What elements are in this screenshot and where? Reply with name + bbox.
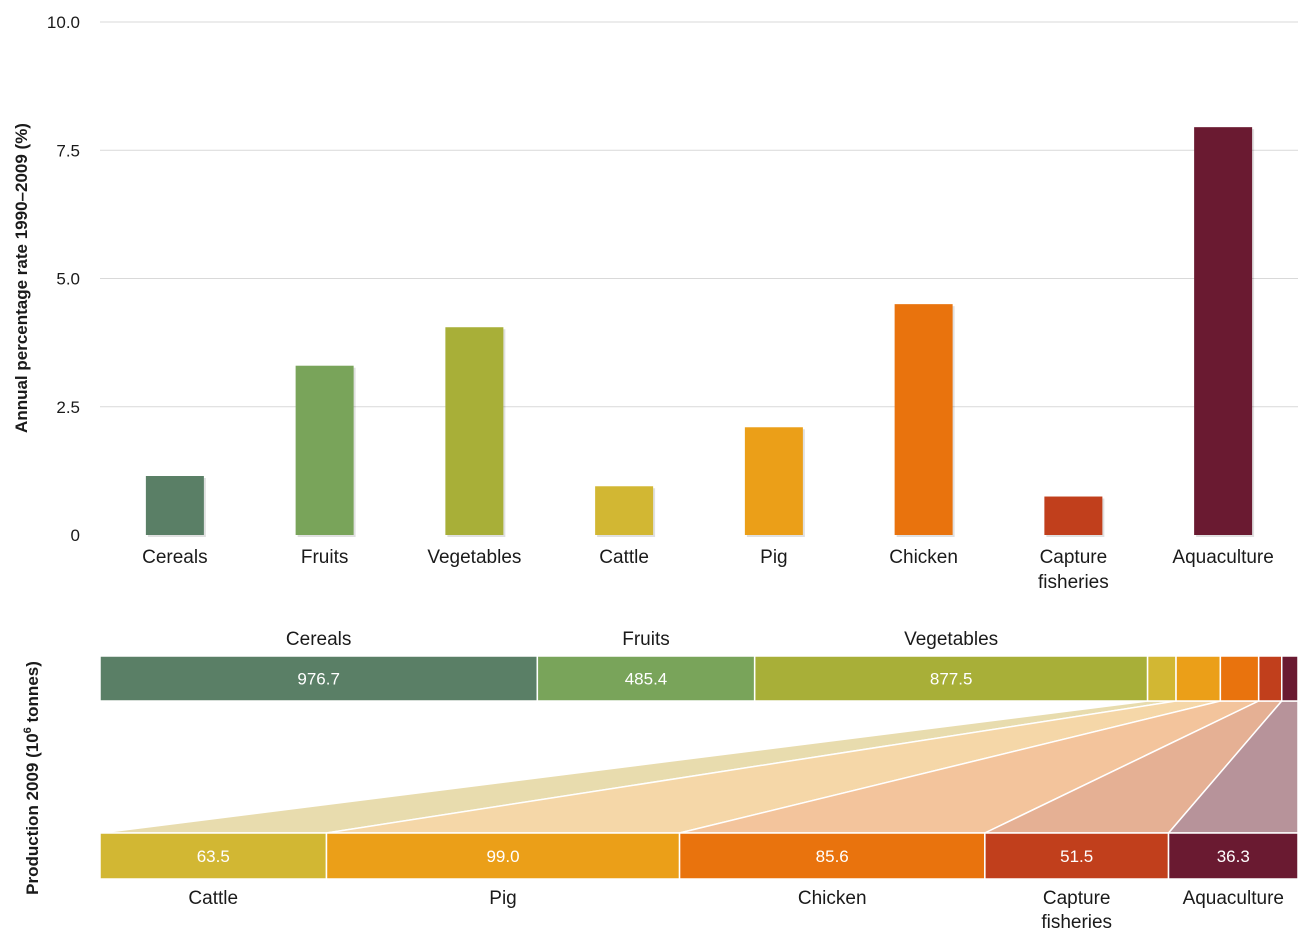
detail-segment-value: 99.0: [486, 847, 519, 866]
segment-3: [1146, 655, 1177, 702]
bar-6: [1044, 496, 1103, 535]
category-label: Vegetables: [427, 547, 521, 568]
bar-2: [445, 327, 504, 535]
detail-segment-1: [325, 832, 681, 880]
detail-segment-4: [1167, 832, 1298, 880]
detail-segment-value: 63.5: [197, 847, 230, 866]
category-label: Cattle: [599, 547, 649, 568]
category-label: fisheries: [1038, 572, 1109, 593]
detail-label: Capture: [1043, 888, 1111, 909]
segment-value: 485.4: [625, 670, 668, 689]
detail-segment-3: [984, 832, 1170, 880]
gridlines: [100, 21, 1298, 408]
detail-label: Chicken: [798, 888, 867, 909]
segment-4: [1175, 655, 1222, 702]
production-label: Cereals: [286, 629, 351, 650]
y-tick-labels: 0 2.5 5.0 7.5 10.0: [47, 13, 80, 545]
category-labels: Cereals Fruits Vegetables Cattle Pig Chicken C…: [142, 547, 1274, 593]
breakdown-fan: [99, 700, 1298, 834]
production-label: Vegetables: [904, 629, 998, 650]
growth-rate-bar-chart: 0 2.5 5.0 7.5 10.0 Cereals Fruits Vegetables Ca…: [12, 13, 1298, 593]
production-axis-title: Production 2009 (106 tonnes): [22, 661, 42, 895]
detail-segment-value: 36.3: [1217, 847, 1250, 866]
y-tick-label: 5.0: [56, 270, 80, 289]
category-label: Cereals: [142, 547, 207, 568]
detail-stacked-bar: 63.5 99.0 85.6 51.5 36.3: [99, 832, 1298, 880]
y-axis-title: Annual percentage rate 1990–2009 (%): [12, 123, 31, 433]
detail-label: Pig: [489, 888, 516, 909]
segment-0: [99, 655, 539, 702]
production-label: Fruits: [622, 629, 670, 650]
category-label: Chicken: [889, 547, 958, 568]
segment-value: 877.5: [930, 670, 973, 689]
detail-segment-value: 85.6: [816, 847, 849, 866]
segment-6: [1257, 655, 1283, 702]
category-label: Aquaculture: [1172, 547, 1273, 568]
production-axis-title-tail: tonnes): [23, 661, 42, 727]
growth-bars: [145, 127, 1255, 538]
y-tick-label: 2.5: [56, 398, 80, 417]
bar-7: [1194, 127, 1253, 535]
production-top-labels: Cereals Fruits Vegetables: [286, 629, 998, 650]
bar-5: [894, 304, 953, 535]
segment-2: [753, 655, 1149, 702]
y-tick-label: 7.5: [56, 141, 80, 160]
detail-segment-value: 51.5: [1060, 847, 1093, 866]
detail-segment-0: [99, 832, 328, 880]
bar-3: [595, 486, 654, 535]
detail-segment-2: [678, 832, 986, 880]
detail-bottom-labels: Cattle Pig Chicken Capture fisheries Aquacult…: [188, 888, 1284, 933]
y-tick-label: 0: [71, 526, 80, 545]
production-axis-title-main: Production 2009 (10: [23, 733, 42, 895]
segment-7: [1280, 655, 1298, 702]
production-chart: 976.7 485.4 877.5 Cereals Fruits Vegetables …: [22, 629, 1298, 933]
detail-label: fisheries: [1041, 912, 1112, 933]
y-tick-label: 10.0: [47, 13, 80, 32]
segment-value: 976.7: [297, 670, 340, 689]
segment-5: [1219, 655, 1260, 702]
category-label: Pig: [760, 547, 787, 568]
bar-1: [295, 365, 354, 535]
category-label: Capture: [1040, 547, 1108, 568]
production-stacked-bar: 976.7 485.4 877.5: [99, 655, 1298, 702]
bar-0: [145, 476, 204, 535]
production-axis-title-sup: 6: [22, 727, 34, 733]
bar-4: [744, 427, 803, 535]
detail-label: Aquaculture: [1183, 888, 1284, 909]
category-label: Fruits: [301, 547, 349, 568]
detail-label: Cattle: [188, 888, 238, 909]
